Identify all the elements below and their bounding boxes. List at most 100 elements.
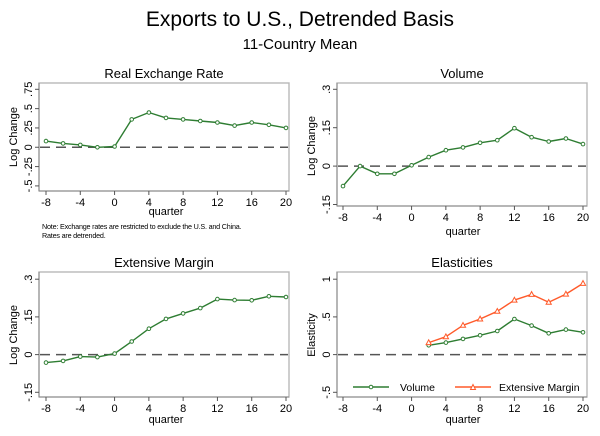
- data-point: [129, 117, 134, 122]
- x-tick-label: 12: [508, 212, 520, 224]
- note-line-2: Rates are detrended.: [42, 231, 106, 240]
- data-point: [232, 123, 237, 128]
- x-tick-label: 16: [543, 212, 555, 224]
- x-tick-label: 0: [112, 197, 118, 209]
- x-tick-label: 8: [180, 403, 186, 415]
- panel-title: Real Exchange Rate: [104, 66, 223, 81]
- data-point: [528, 290, 536, 297]
- x-tick-label: 12: [508, 403, 520, 415]
- figure-title: Exports to U.S., Detrended Basis: [146, 8, 454, 31]
- data-point: [409, 163, 414, 168]
- data-point: [357, 163, 363, 169]
- data-point: [529, 134, 534, 140]
- y-tick-label: .5: [321, 312, 333, 321]
- x-tick-label: 4: [443, 212, 449, 224]
- y-axis-label: Log Change: [8, 107, 20, 167]
- data-point: [477, 140, 483, 146]
- series-line-extensive-margin: [428, 282, 584, 344]
- data-point: [180, 117, 186, 122]
- y-axis-label: Log Change: [306, 116, 318, 176]
- data-point: [392, 171, 397, 177]
- y-tick-label: .15: [321, 120, 333, 135]
- x-tick-label: 0: [409, 212, 415, 224]
- data-point: [266, 122, 272, 128]
- data-point: [249, 120, 254, 125]
- data-point: [283, 125, 289, 131]
- data-point: [129, 339, 134, 344]
- x-tick-label: 16: [246, 403, 258, 415]
- x-tick-label: 12: [211, 403, 223, 415]
- x-tick-label: -4: [372, 403, 382, 415]
- x-axis-label: quarter: [446, 414, 481, 426]
- y-tick-label: 0: [321, 352, 333, 358]
- data-point: [426, 154, 432, 160]
- y-tick-label: 0: [23, 352, 35, 358]
- panel-elasticities: Elasticities Elasticity quarter -8 -4 0 4 8 1…: [306, 255, 589, 426]
- data-point: [563, 136, 569, 141]
- panel-title: Extensive Margin: [114, 255, 214, 270]
- note-line-1: Note: Exchange rates are restricted to e…: [42, 222, 242, 231]
- data-point: [198, 118, 203, 124]
- x-axis-label: quarter: [149, 206, 184, 218]
- x-axis-label: quarter: [149, 414, 184, 426]
- legend-extensive-margin-marker: [469, 383, 477, 390]
- data-point: [546, 331, 552, 336]
- y-tick-label: -.15: [321, 195, 333, 214]
- panel-volume: Volume Log Change quarter -8 -4 0 4 8 12 16 20 -…: [306, 66, 589, 238]
- y-axis-label: Elasticity: [306, 313, 318, 357]
- data-point: [249, 298, 254, 303]
- data-point: [340, 183, 346, 189]
- x-tick-label: -8: [338, 403, 348, 415]
- data-point: [95, 354, 100, 360]
- data-point: [146, 110, 152, 115]
- panel-title: Elasticities: [431, 255, 493, 270]
- data-point: [163, 115, 169, 121]
- data-point: [163, 316, 169, 322]
- data-point: [563, 327, 569, 332]
- x-tick-label: 0: [409, 403, 415, 415]
- data-point: [493, 307, 501, 314]
- y-tick-label: .3: [23, 275, 35, 284]
- plot-frame: [336, 271, 588, 398]
- figure-subtitle: 11-Country Mean: [243, 36, 358, 53]
- data-point: [562, 290, 570, 297]
- legend-extensive-margin-label: Extensive Margin: [499, 382, 580, 394]
- data-point: [112, 351, 117, 356]
- y-tick-label: -.5: [23, 179, 35, 192]
- legend-volume-marker: [368, 384, 374, 390]
- data-point: [460, 336, 466, 342]
- panel-title: Volume: [440, 66, 483, 81]
- x-tick-label: 4: [443, 403, 449, 415]
- data-point: [215, 296, 220, 302]
- data-point: [232, 297, 237, 303]
- data-point: [60, 358, 66, 364]
- y-tick-label: .15: [23, 309, 35, 324]
- data-point: [78, 354, 83, 359]
- x-tick-label: 16: [543, 403, 555, 415]
- x-tick-label: -8: [338, 212, 348, 224]
- data-point: [579, 279, 587, 286]
- x-tick-label: -4: [372, 212, 382, 224]
- y-tick-label: 0: [321, 163, 333, 169]
- x-tick-label: 20: [577, 212, 589, 224]
- data-point: [580, 330, 586, 335]
- y-tick-label: .25: [23, 120, 35, 135]
- data-point: [43, 360, 49, 365]
- data-point: [425, 338, 433, 346]
- data-point: [60, 141, 66, 146]
- plot-frame: [38, 271, 290, 398]
- data-point: [460, 145, 466, 150]
- data-point: [283, 294, 289, 300]
- y-tick-label: .3: [321, 85, 333, 94]
- x-tick-label: 20: [280, 197, 292, 209]
- x-tick-label: -8: [41, 197, 51, 209]
- plot-frame: [38, 82, 290, 192]
- legend: Volume Extensive Margin: [353, 382, 580, 394]
- x-tick-label: 8: [477, 403, 483, 415]
- y-tick-label: .75: [23, 82, 35, 97]
- data-point: [180, 311, 186, 316]
- data-point: [546, 139, 552, 144]
- data-point: [580, 141, 586, 147]
- y-tick-label: -.25: [23, 157, 35, 176]
